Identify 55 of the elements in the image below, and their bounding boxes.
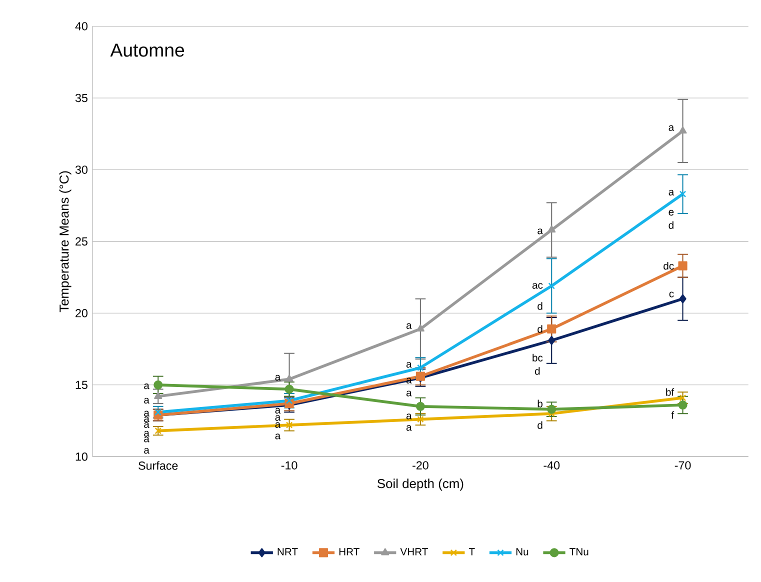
legend-label: VHRT xyxy=(400,548,428,556)
annotation: a xyxy=(406,323,412,329)
x-tick-label: Surface xyxy=(138,461,178,470)
annotation: dc xyxy=(664,262,674,270)
annotation: c xyxy=(669,292,674,298)
y-tick-label: 40 xyxy=(75,22,88,30)
annotation: a xyxy=(144,430,150,437)
annotation: a xyxy=(406,390,412,396)
annotation: a xyxy=(406,362,412,368)
annotation: d xyxy=(535,367,540,375)
annotation: a xyxy=(144,410,150,416)
legend-label: Nu xyxy=(516,548,528,556)
annotation: ac xyxy=(532,283,543,289)
annotation: a xyxy=(406,378,412,384)
annotation: a xyxy=(275,374,281,381)
legend-label: TNu xyxy=(570,548,588,556)
annotation: d xyxy=(538,421,542,429)
legend-label: T xyxy=(468,548,475,556)
annotation: bc xyxy=(532,354,543,362)
y-tick-label: 30 xyxy=(75,166,88,174)
annotation: f xyxy=(671,411,674,419)
annotation: d xyxy=(668,221,674,229)
annotation: b xyxy=(538,400,542,408)
y-tick-label: 20 xyxy=(76,309,88,318)
annotation: a xyxy=(406,414,412,420)
y-tick-label: 15 xyxy=(76,380,88,389)
x-tick-label: -10 xyxy=(281,461,298,470)
annotation: a xyxy=(144,422,150,428)
annotation: d xyxy=(538,325,542,333)
y-tick-label: 10 xyxy=(76,452,88,461)
y-axis-title: Temperature Means (°C) xyxy=(59,171,72,312)
annotation: a xyxy=(144,416,150,422)
text: Automne xyxy=(110,44,184,57)
annotation: a xyxy=(144,448,150,454)
annotation: bf xyxy=(666,388,674,396)
annotation: a xyxy=(144,398,150,404)
y-tick-label: 35 xyxy=(75,94,88,102)
x-tick-label: -70 xyxy=(674,461,691,470)
x-tick-label: -40 xyxy=(544,461,560,470)
annotation: a xyxy=(406,425,412,431)
y-tick-label: 25 xyxy=(76,237,88,246)
annotation: a xyxy=(275,408,281,414)
annotation: a xyxy=(668,125,674,131)
x-tick-label: -20 xyxy=(412,461,428,470)
annotation: e xyxy=(668,210,674,216)
annotation: a xyxy=(275,415,281,421)
annotation: a xyxy=(144,384,150,390)
annotation: d xyxy=(538,302,542,310)
annotation: a xyxy=(668,190,674,196)
legend-label: NRT xyxy=(278,548,298,556)
x-axis-title: Soil depth (cm) xyxy=(377,478,464,491)
annotation: a xyxy=(144,436,150,442)
legend-label: HRT xyxy=(339,548,360,556)
annotation: a xyxy=(275,434,281,440)
annotation: a xyxy=(538,228,543,234)
